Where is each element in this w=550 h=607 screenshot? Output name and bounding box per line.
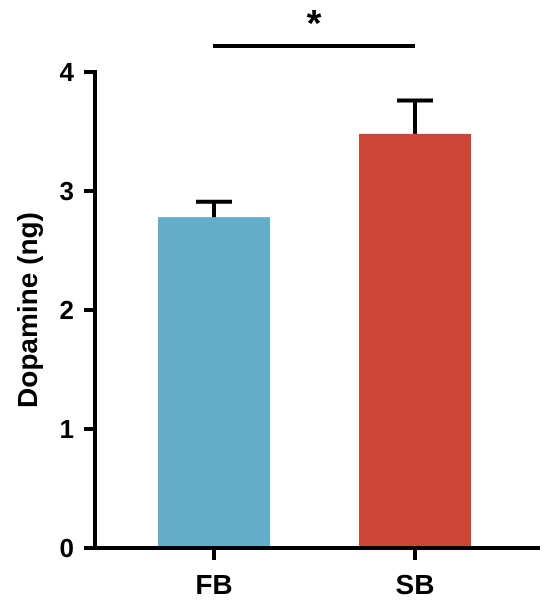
- bars: [158, 133, 471, 548]
- y-tick-label: 2: [60, 295, 74, 325]
- y-tick-label: 4: [60, 57, 75, 87]
- x-tick-label: SB: [396, 569, 435, 600]
- y-axis-ticks: 0 1 2 3 4: [60, 57, 95, 563]
- y-tick-label: 1: [60, 414, 74, 444]
- significance-label: *: [307, 3, 322, 45]
- y-tick-label: 0: [60, 533, 74, 563]
- y-axis-title: Dopamine (ng): [12, 212, 43, 408]
- x-axis-ticks: FB SB: [195, 548, 434, 600]
- error-bars: [196, 98, 433, 218]
- bar-fb: [158, 217, 270, 548]
- x-tick-label: FB: [195, 569, 232, 600]
- significance-marker: *: [213, 3, 415, 48]
- y-tick-label: 3: [60, 176, 74, 206]
- bar-sb: [359, 133, 471, 548]
